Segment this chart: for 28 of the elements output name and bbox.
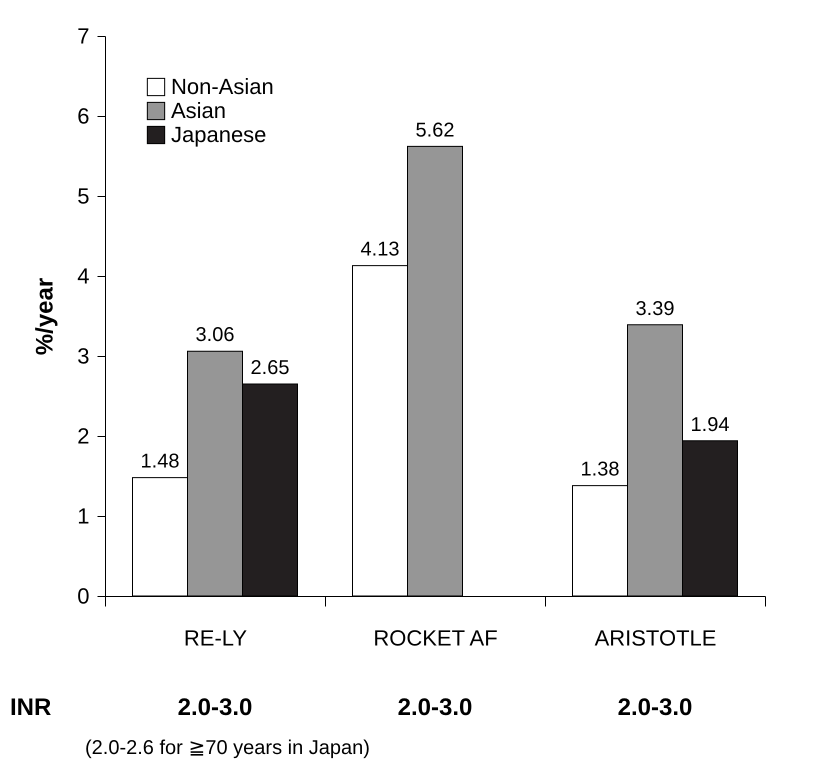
- y-tick-label: 5: [77, 184, 90, 208]
- y-tick-label: 4: [77, 264, 90, 288]
- text: INR: [10, 694, 52, 721]
- y-tick-label: 2: [77, 424, 90, 448]
- text: 2.0-3.0: [398, 694, 472, 721]
- data-label: 1.48: [140, 450, 180, 473]
- y-tick-label: 3: [77, 344, 90, 368]
- y-tick-label: 6: [77, 104, 90, 128]
- data-label: 5.62: [416, 119, 454, 142]
- y-axis-title: %/year: [31, 278, 58, 356]
- data-label: 3.39: [636, 298, 674, 320]
- text: 2.0-3.0: [178, 694, 252, 721]
- y-tick-label: 7: [77, 24, 90, 48]
- data-label: 1.38: [580, 458, 620, 481]
- x-tick-label: ARISTOTLE: [594, 626, 716, 650]
- legend-label: Non-Asian: [171, 74, 274, 99]
- data-label: 3.06: [196, 324, 234, 346]
- data-label: 1.94: [690, 414, 730, 436]
- x-tick-label: ROCKET AF: [373, 626, 498, 650]
- y-tick-label: 1: [77, 504, 90, 528]
- legend-label: Japanese: [171, 122, 266, 147]
- y-tick-label: 0: [77, 584, 90, 608]
- text: (2.0-2.6 for ≧70 years in Japan): [85, 737, 370, 759]
- data-label: 2.65: [250, 357, 290, 379]
- legend-label: Asian: [171, 98, 226, 123]
- x-tick-label: RE-LY: [184, 626, 248, 650]
- data-label: 4.13: [360, 238, 400, 261]
- text: 2.0-3.0: [618, 694, 692, 721]
